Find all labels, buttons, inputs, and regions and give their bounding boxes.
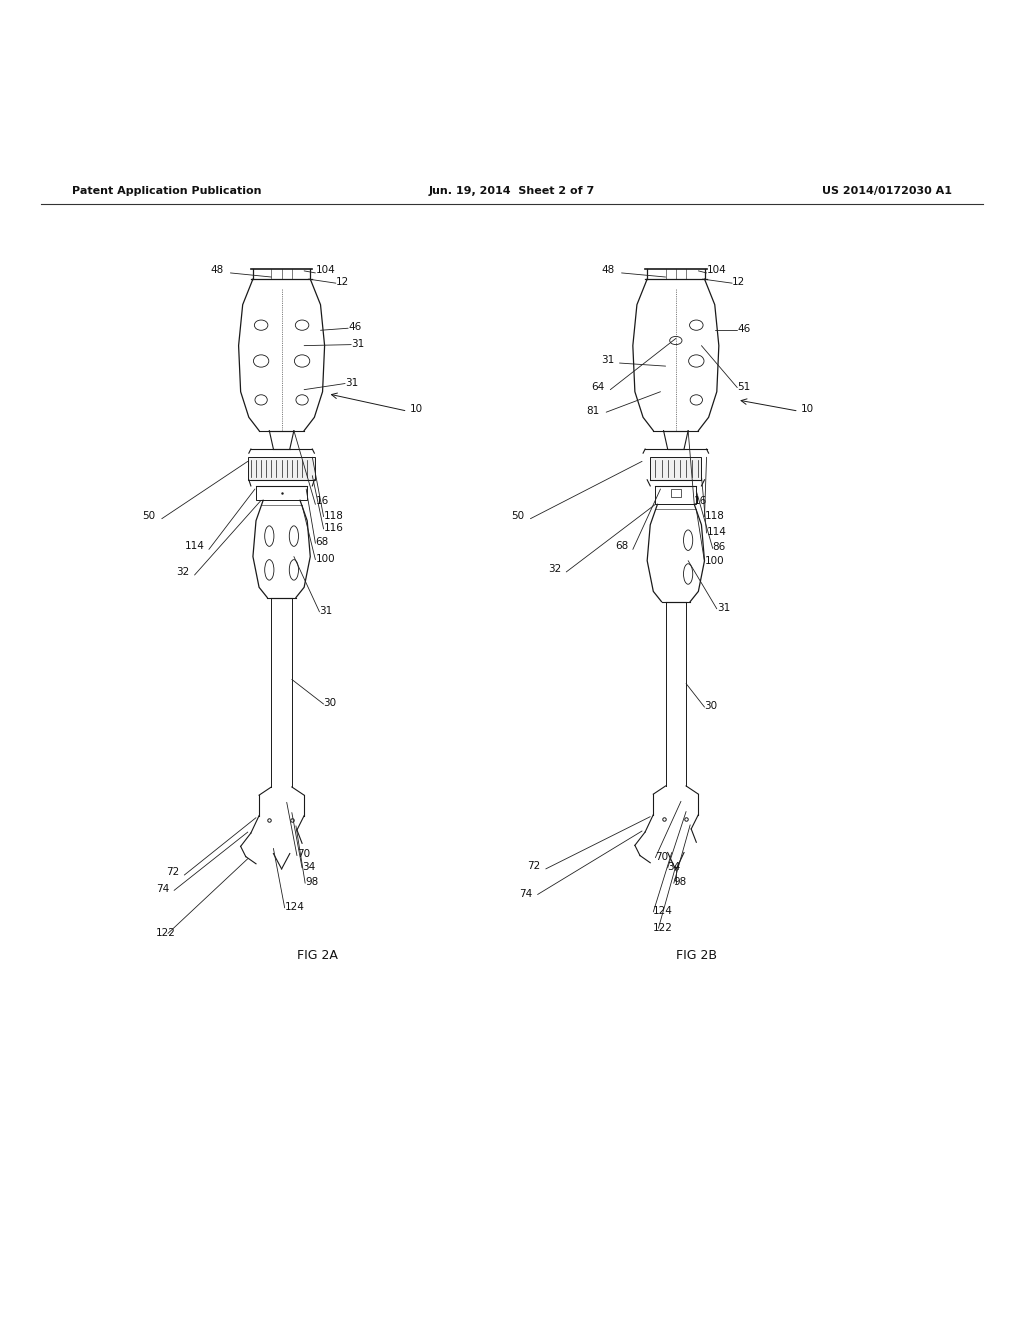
Text: 86: 86 xyxy=(713,543,726,553)
Ellipse shape xyxy=(264,560,274,579)
Text: 81: 81 xyxy=(586,407,599,416)
Text: 16: 16 xyxy=(315,496,329,507)
Ellipse shape xyxy=(255,395,267,405)
Text: 46: 46 xyxy=(737,325,751,334)
Text: 68: 68 xyxy=(615,541,629,552)
Text: 100: 100 xyxy=(315,553,335,564)
Text: 32: 32 xyxy=(548,564,561,574)
Text: 30: 30 xyxy=(324,698,337,708)
Text: 70: 70 xyxy=(297,849,310,858)
Text: 31: 31 xyxy=(319,606,333,616)
Ellipse shape xyxy=(290,560,299,579)
Text: 118: 118 xyxy=(705,511,724,520)
Ellipse shape xyxy=(689,355,705,367)
Text: 72: 72 xyxy=(166,867,179,876)
Ellipse shape xyxy=(670,337,682,345)
Text: 31: 31 xyxy=(601,355,614,366)
Text: 10: 10 xyxy=(801,404,814,414)
Ellipse shape xyxy=(684,564,692,585)
Text: 50: 50 xyxy=(142,511,156,520)
Text: 104: 104 xyxy=(315,265,335,275)
Text: 10: 10 xyxy=(410,404,423,414)
Text: 30: 30 xyxy=(705,701,718,711)
Text: 114: 114 xyxy=(185,541,205,552)
Text: 72: 72 xyxy=(527,861,541,871)
Bar xyxy=(671,488,681,498)
Text: 31: 31 xyxy=(717,603,730,612)
Ellipse shape xyxy=(690,395,702,405)
Text: 32: 32 xyxy=(176,568,189,577)
Ellipse shape xyxy=(254,355,268,367)
Ellipse shape xyxy=(689,319,703,330)
Bar xyxy=(650,457,701,479)
Text: 46: 46 xyxy=(348,322,361,333)
Text: 64: 64 xyxy=(591,381,604,392)
Text: 98: 98 xyxy=(305,878,318,887)
Text: 50: 50 xyxy=(511,511,524,520)
Text: 124: 124 xyxy=(285,902,304,912)
Ellipse shape xyxy=(684,529,692,550)
Bar xyxy=(248,457,315,479)
Text: 68: 68 xyxy=(315,537,329,548)
Text: 31: 31 xyxy=(345,378,358,388)
Text: 114: 114 xyxy=(707,527,726,537)
Text: 51: 51 xyxy=(737,381,751,392)
Ellipse shape xyxy=(254,319,268,330)
Bar xyxy=(655,486,696,504)
Text: 124: 124 xyxy=(653,906,673,916)
Ellipse shape xyxy=(295,355,310,367)
Text: 118: 118 xyxy=(324,511,343,520)
Text: Jun. 19, 2014  Sheet 2 of 7: Jun. 19, 2014 Sheet 2 of 7 xyxy=(429,186,595,195)
Text: FIG 2A: FIG 2A xyxy=(297,949,338,962)
Text: 122: 122 xyxy=(156,928,175,939)
Text: FIG 2B: FIG 2B xyxy=(676,949,717,962)
Ellipse shape xyxy=(264,525,274,546)
Text: 74: 74 xyxy=(156,884,169,895)
Text: 100: 100 xyxy=(705,556,724,566)
Text: 122: 122 xyxy=(653,924,673,933)
Text: 31: 31 xyxy=(351,339,365,348)
Text: 16: 16 xyxy=(694,496,708,507)
Ellipse shape xyxy=(296,395,308,405)
Text: 70: 70 xyxy=(655,851,669,862)
Ellipse shape xyxy=(290,525,299,546)
Text: 48: 48 xyxy=(601,265,614,275)
Text: 48: 48 xyxy=(210,265,223,275)
Text: 34: 34 xyxy=(668,862,681,873)
Text: 12: 12 xyxy=(336,277,349,288)
Text: 12: 12 xyxy=(732,277,745,288)
Text: 34: 34 xyxy=(302,862,315,873)
Ellipse shape xyxy=(295,319,309,330)
Text: 98: 98 xyxy=(674,878,687,887)
Text: US 2014/0172030 A1: US 2014/0172030 A1 xyxy=(822,186,952,195)
Text: Patent Application Publication: Patent Application Publication xyxy=(72,186,261,195)
Text: 104: 104 xyxy=(707,265,726,275)
Text: 74: 74 xyxy=(519,888,532,899)
Text: 116: 116 xyxy=(324,523,343,533)
Bar xyxy=(256,486,307,500)
